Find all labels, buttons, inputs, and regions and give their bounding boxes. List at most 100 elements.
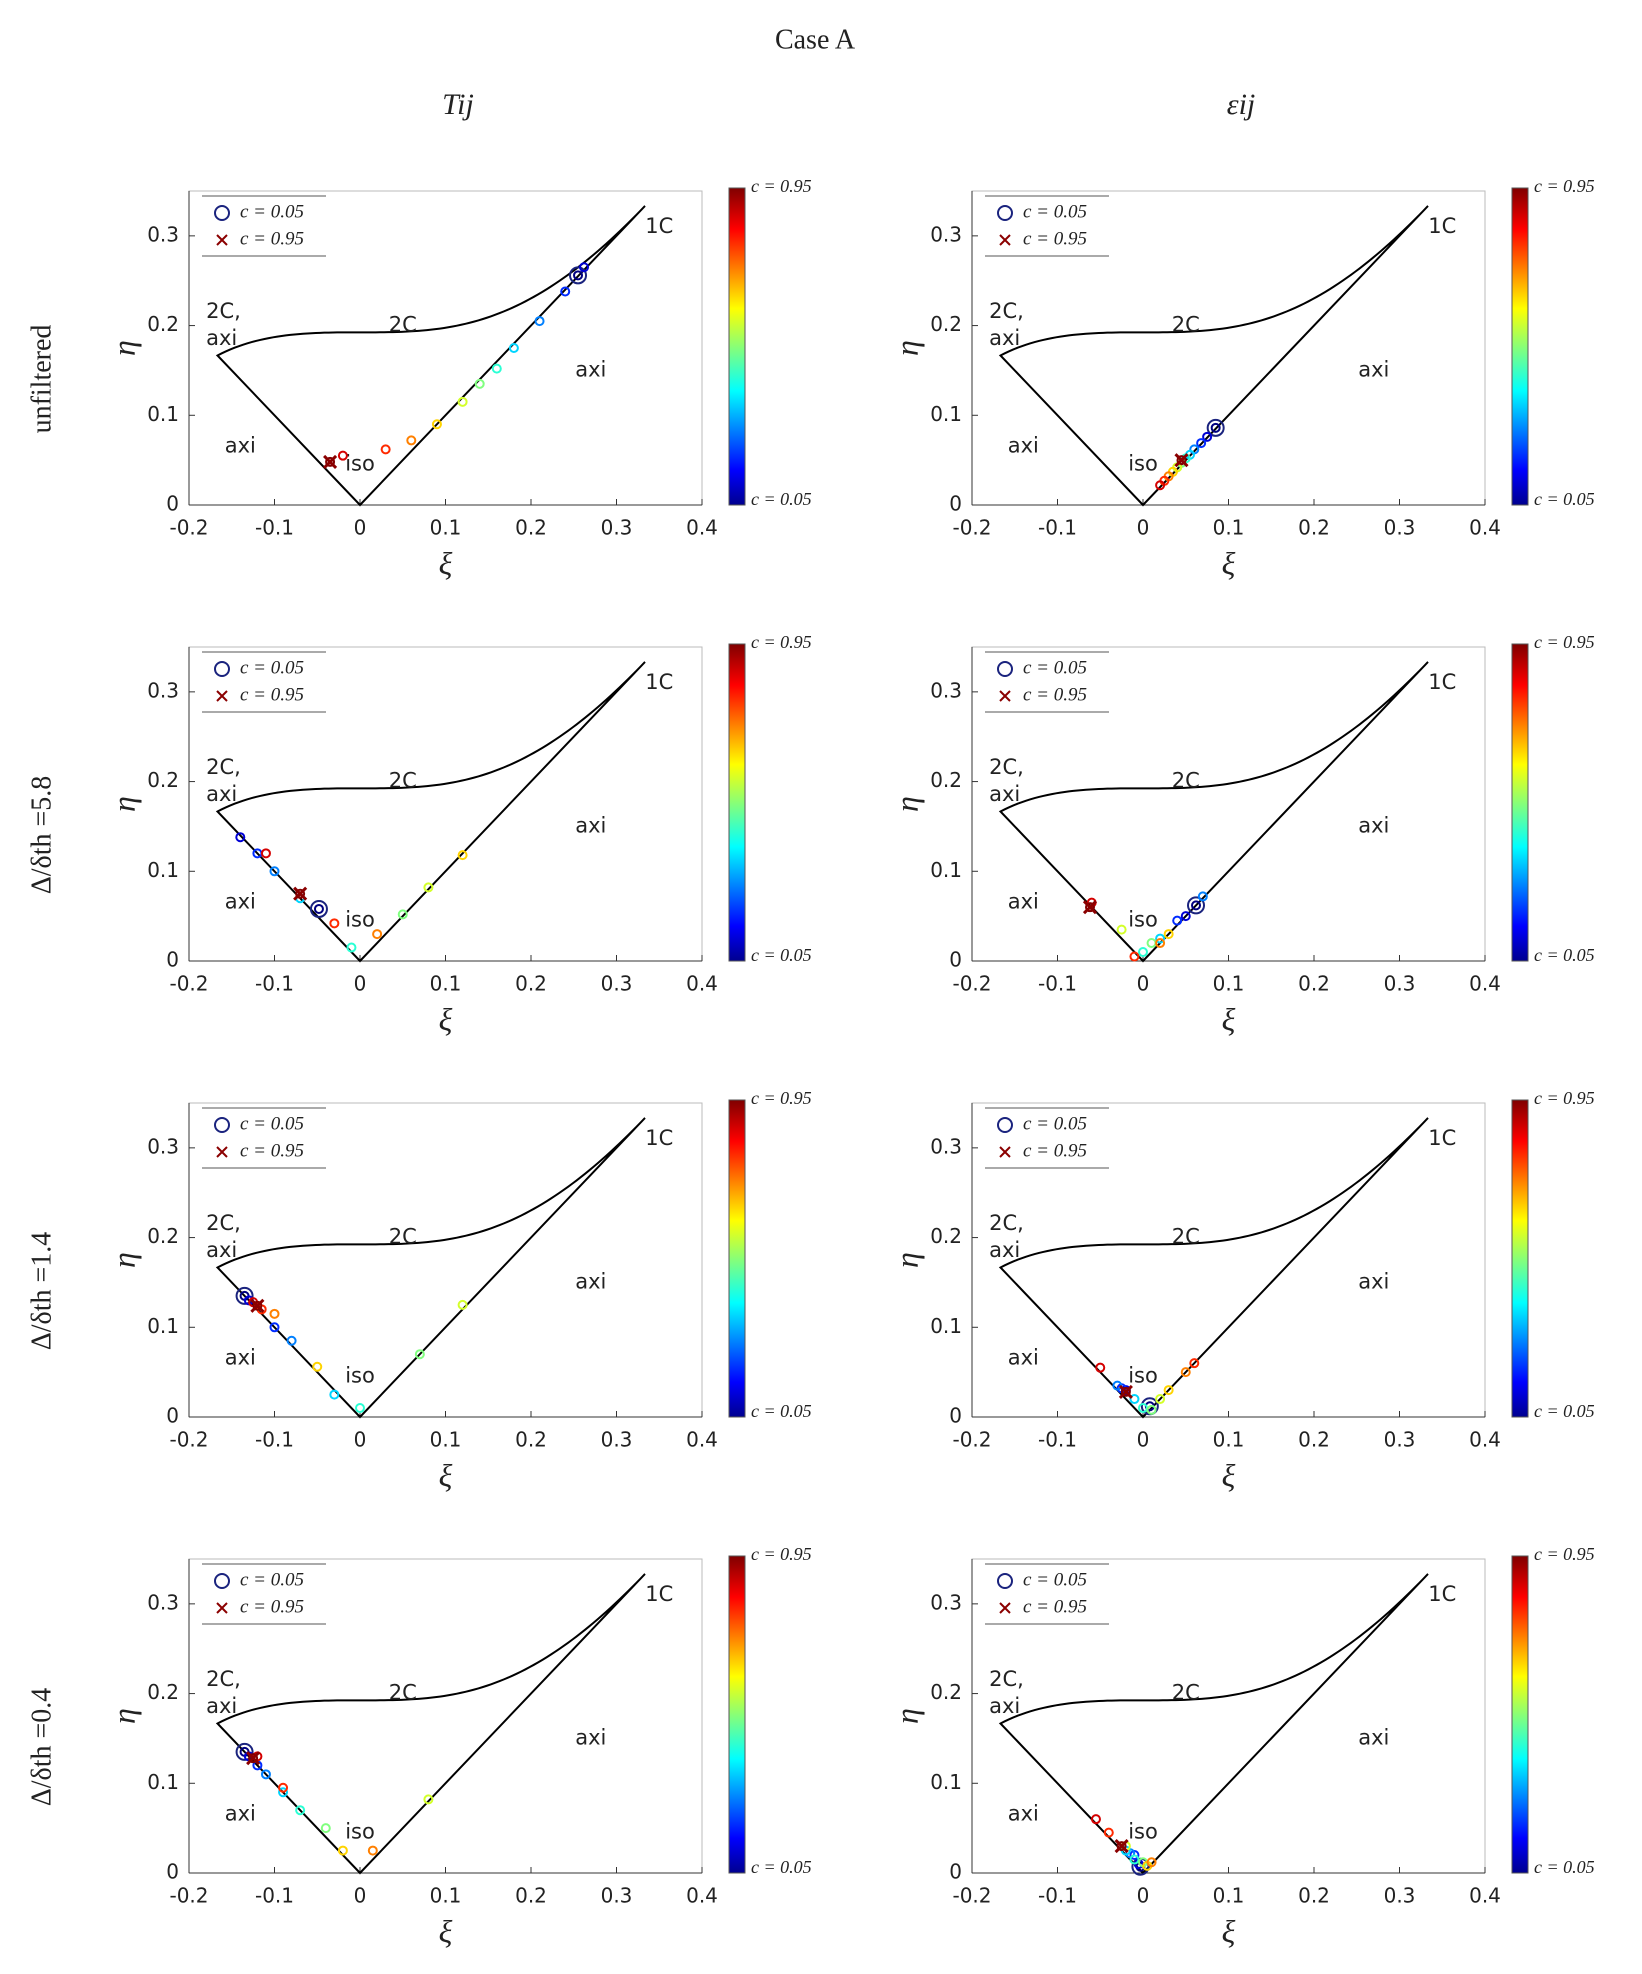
lumley-boundary: [215, 205, 646, 507]
region-label: axi: [575, 1269, 606, 1293]
colorbar-label: c = 0.05: [751, 1401, 812, 1421]
x-tick-label: 0.2: [515, 1428, 547, 1452]
data-point: [1129, 951, 1140, 962]
y-tick-label: 0.3: [930, 678, 962, 702]
region-label: 2C,: [989, 1211, 1024, 1235]
colorbar-label: c = 0.95: [1534, 1544, 1595, 1564]
region-label: iso: [1128, 908, 1158, 932]
column-title: εij: [1227, 88, 1256, 121]
data-point: [1202, 431, 1213, 442]
region-label: axi: [575, 357, 606, 381]
region-label: iso: [345, 1364, 375, 1388]
y-tick-label: 0.1: [930, 1770, 962, 1794]
data-point: [534, 316, 545, 327]
x-tick-label: -0.1: [255, 1428, 294, 1452]
y-tick-label: 0.3: [147, 678, 179, 702]
x-tick-label: 0.2: [1298, 516, 1330, 540]
colorbar-label: c = 0.95: [751, 632, 812, 652]
colorbar: [728, 643, 746, 962]
x-tick-label: 0.1: [430, 1884, 462, 1908]
start-marker: [235, 1286, 254, 1305]
x-tick-label: 0.2: [1298, 1428, 1330, 1452]
colorbar-label: c = 0.95: [1534, 632, 1595, 652]
legend-label: c = 0.05: [1023, 201, 1087, 222]
y-tick-label: 0.2: [147, 1680, 179, 1704]
start-marker: [569, 266, 588, 285]
region-label: axi: [989, 326, 1020, 350]
region-label: 2C,: [206, 1211, 241, 1235]
x-tick-label: -0.2: [169, 516, 208, 540]
region-label: 1C: [1428, 214, 1456, 238]
legend-marker: [216, 234, 228, 246]
data-point: [260, 848, 271, 859]
region-label: iso: [1128, 1820, 1158, 1844]
data-point: [573, 270, 584, 281]
region-label: axi: [1008, 890, 1039, 914]
region-label: axi: [1008, 1346, 1039, 1370]
data-point: [320, 1823, 331, 1834]
data-point: [312, 1361, 323, 1372]
x-tick-label: -0.1: [1038, 516, 1077, 540]
data-point: [260, 1769, 271, 1780]
data-point: [346, 942, 357, 953]
end-marker: [1114, 1839, 1129, 1854]
data-point: [372, 929, 383, 940]
x-tick-label: 0.2: [515, 516, 547, 540]
x-tick-label: 0.3: [1384, 1884, 1416, 1908]
start-marker: [235, 1742, 254, 1761]
x-axis-label: ξ: [439, 1457, 453, 1493]
data-point: [1103, 1827, 1114, 1838]
region-label: 2C,: [989, 1667, 1024, 1691]
lumley-boundary: [215, 1117, 646, 1419]
data-point: [397, 909, 408, 920]
data-point: [337, 1845, 348, 1856]
x-tick-label: 0.2: [1298, 972, 1330, 996]
region-label: 2C: [1172, 313, 1200, 337]
y-tick-label: 0: [949, 948, 962, 972]
data-point: [491, 363, 502, 374]
data-point: [1129, 1854, 1140, 1865]
data-point: [269, 1308, 280, 1319]
legend-marker: [999, 1602, 1011, 1614]
data-point: [508, 343, 519, 353]
data-point: [423, 1794, 434, 1805]
y-tick-label: 0.2: [930, 1224, 962, 1248]
y-tick-label: 0.1: [147, 402, 179, 426]
y-tick-label: 0.3: [147, 1134, 179, 1158]
x-tick-label: 0.4: [686, 1884, 718, 1908]
x-tick-label: 0.3: [601, 972, 633, 996]
data-point: [1146, 938, 1157, 949]
region-label: axi: [1358, 357, 1389, 381]
y-axis-label: η: [888, 796, 924, 812]
x-axis-label: ξ: [439, 1913, 453, 1949]
start-marker: [1187, 896, 1206, 915]
x-axis-label: ξ: [1222, 545, 1236, 581]
x-tick-label: 0.3: [1384, 972, 1416, 996]
region-label: 1C: [645, 1582, 673, 1606]
x-tick-label: 0.2: [515, 1884, 547, 1908]
legend-marker: [216, 690, 228, 702]
x-tick-label: 0.3: [601, 1428, 633, 1452]
y-tick-label: 0: [166, 492, 179, 516]
y-tick-label: 0.2: [930, 1680, 962, 1704]
region-label: 1C: [645, 670, 673, 694]
y-tick-label: 0: [166, 948, 179, 972]
region-label: axi: [206, 782, 237, 806]
row-label: unfiltered: [26, 325, 57, 434]
region-label: axi: [206, 1694, 237, 1718]
y-tick-label: 0.1: [930, 858, 962, 882]
legend-label: c = 0.05: [240, 657, 304, 678]
region-label: axi: [225, 434, 256, 458]
region-label: axi: [575, 1725, 606, 1749]
region-label: iso: [345, 1820, 375, 1844]
data-point: [474, 378, 485, 389]
x-tick-label: 0.4: [1469, 1428, 1501, 1452]
data-point: [325, 456, 336, 467]
data-point: [457, 850, 468, 861]
y-tick-label: 0.2: [147, 312, 179, 336]
x-tick-label: 0.1: [430, 516, 462, 540]
x-tick-label: 0: [354, 516, 367, 540]
x-tick-label: -0.1: [255, 516, 294, 540]
end-marker: [246, 1751, 261, 1766]
start-marker: [309, 899, 328, 918]
